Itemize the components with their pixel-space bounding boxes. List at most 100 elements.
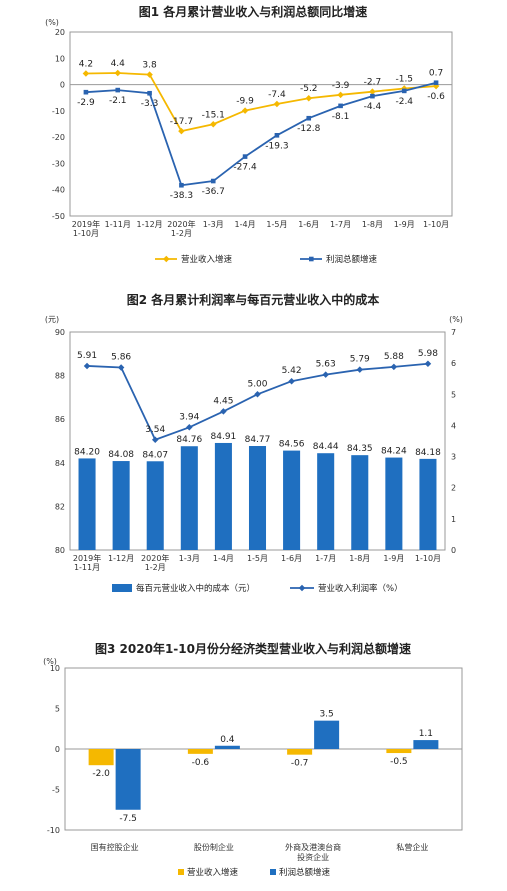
chart-2-bar [419,458,437,550]
chart-1-x-tick: 1-7月 [330,220,351,229]
chart-3-bar-label: 1.1 [419,729,433,739]
chart-1-title: 图1 各月累计营业收入与利润总额同比增速 [139,4,368,19]
chart-1-x-tick: 1-6月 [298,220,319,229]
chart-1-y-tick: 0 [60,81,65,90]
chart-1-point-revenue [114,69,122,77]
chart-3-bar-1 [115,749,141,810]
chart-1-label-profit: -4.4 [364,102,382,112]
chart-1-label-revenue: 4.4 [111,59,126,69]
chart-2-right-tick: 1 [451,515,456,524]
chart-2-right-tick: 4 [451,421,456,430]
chart-1-label-revenue: 4.2 [79,60,93,70]
chart-2-left-tick: 90 [55,328,65,337]
chart-2-right-unit: (%) [449,315,463,324]
chart-1-series-line-0 [85,72,437,133]
chart-2-x-tick: 1-10月 [415,554,441,563]
chart-1-label-profit: -8.1 [332,112,350,122]
chart-2-right-tick: 3 [451,453,456,462]
chart-2-x-tick: 2019年 1-11月 [73,553,101,572]
chart-3-x-tick: 外商及港澳台商投资企业 [285,842,341,862]
chart-2-bar-label: 84.24 [381,447,407,457]
chart-2-bar [112,461,130,550]
chart-3-bar-1 [214,745,240,749]
chart-1-point-profit [338,103,343,109]
chart-1-point-revenue [178,127,185,135]
chart-1-label-profit: -27.4 [233,163,257,173]
chart-1-label-profit: -19.3 [265,141,288,151]
chart-3-bar-0 [287,749,313,755]
chart-1-x-tick: 1-4月 [235,220,256,229]
chart-2-line-label: 5.79 [350,355,370,365]
chart-3-y-tick: 10 [50,664,60,673]
chart-2-right-tick: 6 [451,359,456,368]
chart-2-bar-label: 84.08 [108,450,134,460]
chart-1-y-tick: 10 [55,54,65,63]
chart-3-y-unit: (%) [43,657,57,666]
chart-1-label-profit: -3.3 [141,99,159,109]
chart-2-left-tick: 82 [55,502,65,511]
chart-3-bar-label: 0.4 [220,735,235,745]
chart-2-left-tick: 80 [55,546,65,555]
chart-1-y-tick: 20 [55,28,65,37]
chart-1-point-profit [401,88,407,94]
chart-1-point-profit [370,93,375,99]
chart-2-x-tick: 1-12月 [108,554,134,563]
chart-3-bar-0 [88,749,114,766]
chart-2-line-label: 5.42 [282,366,302,376]
chart-1-label-profit: -2.9 [77,98,95,108]
chart-1-x-tick: 2019年 1-10月 [72,219,100,238]
chart-1-point-revenue [241,107,249,114]
chart-2-left-tick: 88 [55,372,65,381]
chart-3: 图3 2020年1-10月份分经济类型营业收入与利润总额增速 (%) 10 5 0 -… [43,641,463,878]
chart-2-legend-line-label: 营业收入利润率（%） [318,583,403,594]
chart-1-y-tick: -30 [52,159,65,168]
chart-2-bar-label: 84.77 [245,435,271,445]
chart-1-x-tick: 1-10月 [423,220,449,229]
chart-2-right-tick: 0 [451,546,456,555]
chart-2-x-tick: 1-3月 [179,554,200,563]
chart-1-label-revenue: -0.6 [427,92,445,102]
chart-1-label-revenue: -9.9 [236,97,254,107]
chart-2-title: 图2 各月累计利润率与每百元营业收入中的成本 [127,292,380,307]
chart-3-bar-label: -0.6 [192,758,210,768]
chart-3-legend-label: 营业收入增速 [187,867,239,878]
chart-2-bar [214,442,232,550]
chart-3-title: 图3 2020年1-10月份分经济类型营业收入与利润总额增速 [95,641,411,656]
chart-2-line-label: 5.98 [418,349,438,359]
chart-2-x-tick: 1-5月 [247,554,268,563]
chart-2-left-tick: 86 [55,415,65,424]
chart-3-x-tick: 股份制企业 [194,842,234,852]
chart-3-bar-label: -7.5 [119,814,137,824]
chart-1-y-tick: -50 [52,212,65,221]
chart-2-bar [146,461,164,550]
chart-1-y-tick: -20 [52,133,65,142]
chart-2-left-unit: (元) [45,315,59,324]
chart-1: 图1 各月累计营业收入与利润总额同比增速 (%) 20 10 0 -10 -20 -30 -… [45,4,453,265]
chart-1-point-revenue [209,121,217,128]
chart-2-bar [317,453,335,550]
chart-3-bar-label: -0.5 [390,757,408,767]
chart-2-line-point [220,408,227,415]
chart-1-label-profit: -2.1 [109,96,127,106]
chart-1-point-revenue [273,100,281,108]
chart-2-line-label: 5.00 [247,379,267,389]
chart-1-point-profit [242,154,248,159]
chart-2-x-tick: 1-7月 [315,554,336,563]
chart-2-bar-label: 84.07 [142,450,168,460]
chart-1-label-revenue: -2.7 [364,78,382,88]
chart-2-line-label: 5.63 [316,360,336,370]
chart-2-bar [78,458,96,550]
chart-2-x-tick: 1-4月 [213,554,234,563]
chart-3-bar-0 [187,749,213,754]
chart-2-right-tick: 2 [451,484,456,493]
chart-1-label-revenue: -3.9 [332,81,350,91]
chart-1-point-profit [274,133,280,138]
chart-1-point-revenue [82,70,90,77]
chart-2-bar [385,457,403,550]
chart-2-bar-label: 84.18 [415,448,441,458]
chart-1-x-tick: 1-9月 [394,220,415,229]
chart-2-bar-label: 84.56 [279,440,305,450]
chart-2-bar [248,446,267,550]
chart-2-x-tick: 2020年 1-2月 [141,553,169,572]
chart-1-legend-marker [309,256,314,262]
